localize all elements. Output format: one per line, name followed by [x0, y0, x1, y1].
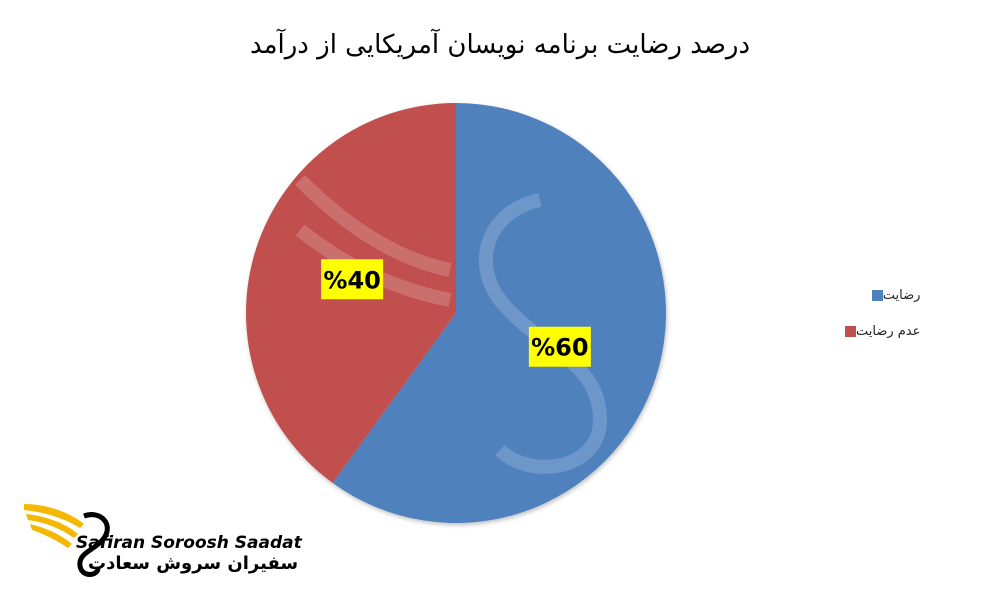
logo-text-en: Safiran Soroosh Saadat: [76, 533, 302, 553]
legend-swatch-dissatisfied: [845, 325, 856, 337]
data-label-satisfied: %60: [528, 326, 591, 367]
data-label-text: %60: [531, 334, 588, 362]
legend-item-satisfied: رضایت: [838, 283, 920, 307]
chart-title: درصد رضایت برنامه نویسان آمریکایی از درآ…: [249, 30, 751, 60]
logo-wing-icon: [24, 504, 110, 577]
data-label-bg: [321, 259, 384, 300]
legend-label-dissatisfied: عدم رضایت: [856, 323, 921, 339]
logo-text-fa: سفیران سروش سعادت: [88, 553, 299, 574]
legend-label-satisfied: رضایت: [882, 287, 921, 303]
legend-item-dissatisfied: عدم رضایت: [838, 319, 920, 343]
data-label-text: %40: [323, 266, 380, 294]
legend-swatch-satisfied: [871, 289, 883, 301]
chart-legend: رضایت عدم رضایت: [838, 283, 920, 355]
pie-slice-satisfied: [332, 103, 666, 523]
data-label-bg: [528, 326, 591, 367]
data-label-dissatisfied: %40: [321, 259, 384, 300]
